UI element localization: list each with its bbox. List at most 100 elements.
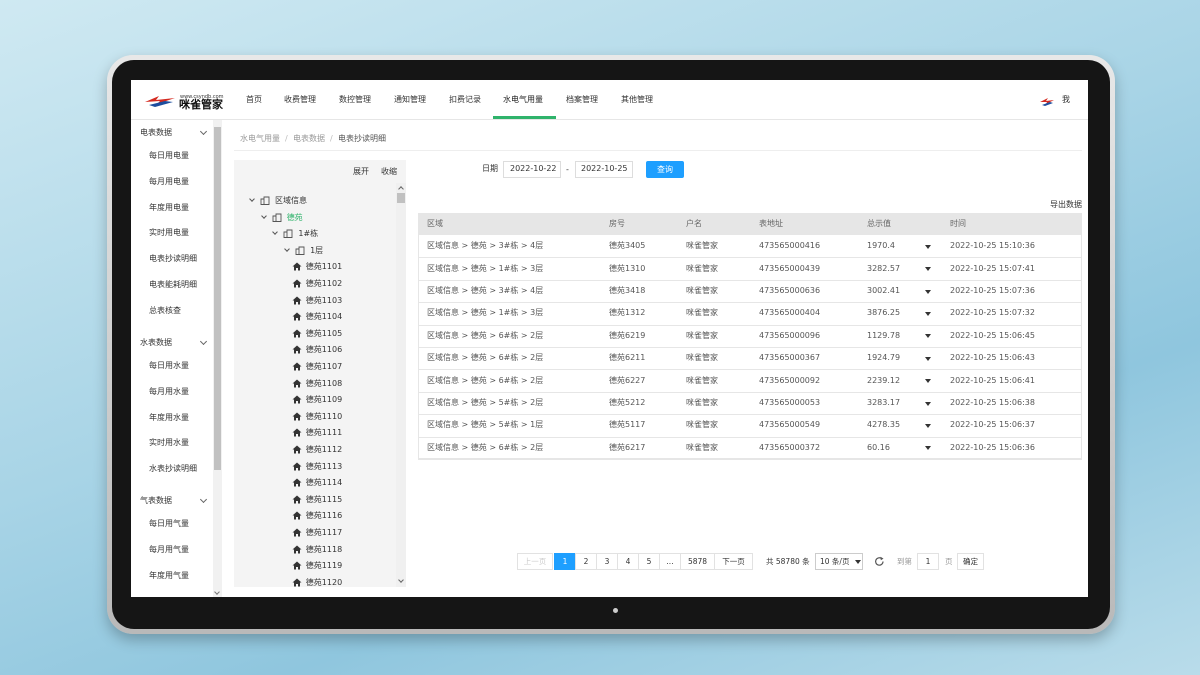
value-dropdown-arrow[interactable] bbox=[925, 356, 931, 361]
tree-toggle[interactable] bbox=[260, 212, 267, 219]
sidebar-item[interactable]: 实时用电量 bbox=[149, 228, 189, 238]
pagination-page[interactable]: 5 bbox=[638, 553, 660, 570]
refresh-icon[interactable] bbox=[874, 556, 885, 567]
table-cell: 473565000439 bbox=[759, 263, 821, 273]
sidebar-item[interactable]: 实时用水量 bbox=[149, 438, 189, 448]
house-icon bbox=[292, 511, 302, 520]
date-end: 2022-10-25 bbox=[581, 164, 628, 173]
date-end-input[interactable] bbox=[575, 161, 633, 178]
house-icon bbox=[292, 561, 302, 570]
page-size-select[interactable]: 10 条/页 bbox=[815, 553, 863, 570]
value-dropdown-arrow[interactable] bbox=[925, 334, 931, 339]
nav-item[interactable]: 水电气用量 bbox=[503, 95, 543, 104]
sidebar-item[interactable]: 总表核查 bbox=[149, 305, 181, 315]
pagination-next[interactable]: 下一页 bbox=[714, 553, 753, 570]
tree-node-label[interactable]: 德苑1105 bbox=[305, 328, 343, 338]
tree-node-label[interactable]: 德苑1113 bbox=[305, 461, 343, 471]
pagination-page[interactable]: 5878 bbox=[680, 553, 715, 570]
sidebar-item[interactable]: 每月用电量 bbox=[149, 176, 189, 186]
sidebar-item[interactable]: 年度用气量 bbox=[149, 570, 189, 580]
sidebar-item[interactable]: 每日用电量 bbox=[149, 151, 189, 160]
nav-item[interactable]: 通知管理 bbox=[394, 95, 426, 104]
value-dropdown-arrow[interactable] bbox=[925, 244, 931, 249]
tree-node-label[interactable]: 德苑1104 bbox=[305, 312, 343, 322]
tree-node-label[interactable]: 德苑1118 bbox=[305, 544, 343, 554]
value-dropdown-arrow[interactable] bbox=[925, 423, 931, 428]
table-cell: 德苑6219 bbox=[609, 330, 646, 340]
sidebar-item[interactable]: 年度用电量 bbox=[149, 202, 189, 212]
nav-item[interactable]: 数控管理 bbox=[339, 95, 371, 104]
date-start-input[interactable] bbox=[503, 161, 561, 178]
tree-node-label[interactable]: 德苑1116 bbox=[305, 511, 343, 521]
pagination-page[interactable]: 3 bbox=[596, 553, 618, 570]
house-icon bbox=[292, 279, 302, 288]
value-dropdown-arrow[interactable] bbox=[925, 289, 931, 294]
nav-item[interactable]: 收费管理 bbox=[284, 95, 316, 104]
goto-confirm[interactable]: 确定 bbox=[957, 553, 984, 570]
tree-action[interactable]: 收缩 bbox=[381, 167, 397, 176]
pagination-page[interactable]: 2 bbox=[575, 553, 597, 570]
tree-room-icon bbox=[292, 345, 302, 354]
tree-node-label[interactable]: 德苑1117 bbox=[305, 528, 343, 537]
table-cell: 德苑3405 bbox=[609, 241, 646, 251]
user-icon bbox=[1040, 98, 1054, 106]
nav-item[interactable]: 扣费记录 bbox=[449, 95, 481, 104]
sidebar-item[interactable]: 电表能耗明细 bbox=[149, 280, 197, 289]
user-name[interactable]: 我 bbox=[1062, 95, 1070, 104]
tree-node-label[interactable]: 德苑1114 bbox=[305, 478, 343, 488]
tree-node-label[interactable]: 德苑1115 bbox=[305, 494, 343, 504]
table-cell: 德苑5212 bbox=[609, 398, 646, 407]
tree-node-label[interactable]: 德苑1111 bbox=[305, 428, 343, 438]
sidebar-item[interactable]: 电表抄读明细 bbox=[149, 254, 197, 264]
sidebar-group-title[interactable]: 电表数据 bbox=[140, 128, 172, 137]
nav-item[interactable]: 档案管理 bbox=[566, 95, 598, 104]
tree-node-label[interactable]: 1层 bbox=[310, 245, 324, 255]
tree-toggle[interactable] bbox=[272, 229, 279, 236]
breadcrumb-item: 电表抄读明细 bbox=[338, 134, 386, 143]
breadcrumb-item[interactable]: 水电气用量 bbox=[240, 134, 280, 143]
sidebar-item[interactable]: 每月用水量 bbox=[149, 386, 189, 396]
tree-node-label[interactable]: 德苑1103 bbox=[305, 295, 343, 305]
value-dropdown-arrow[interactable] bbox=[925, 311, 931, 316]
table-row-line bbox=[418, 279, 1082, 281]
value-dropdown-arrow[interactable] bbox=[925, 267, 931, 272]
sidebar-group-title[interactable]: 水表数据 bbox=[140, 338, 172, 347]
export-button[interactable]: 导出数据 bbox=[1050, 200, 1082, 209]
pagination-page[interactable]: 4 bbox=[617, 553, 639, 570]
value-dropdown-arrow[interactable] bbox=[925, 446, 931, 451]
query-button[interactable]: 查询 bbox=[646, 161, 684, 178]
value-dropdown-arrow[interactable] bbox=[925, 401, 931, 406]
sidebar-group-title[interactable]: 气表数据 bbox=[140, 496, 172, 505]
goto-input[interactable]: 1 bbox=[917, 553, 939, 570]
breadcrumb-item[interactable]: 电表数据 bbox=[293, 134, 325, 143]
tree-node-label[interactable]: 德苑1101 bbox=[305, 262, 343, 272]
tree-toggle[interactable] bbox=[284, 245, 290, 252]
nav-item[interactable]: 其他管理 bbox=[621, 95, 653, 104]
table-cell: 2022-10-25 15:06:38 bbox=[950, 398, 1035, 407]
tree-node-label[interactable]: 区域信息 bbox=[275, 196, 307, 205]
table-cell: 德苑5117 bbox=[609, 420, 646, 430]
sidebar-item[interactable]: 每日用气量 bbox=[149, 519, 189, 528]
tree-node-label[interactable]: 1#栋 bbox=[298, 229, 319, 239]
tree-node-label[interactable]: 德苑1107 bbox=[305, 362, 343, 371]
sidebar-item[interactable]: 水表抄读明细 bbox=[149, 464, 197, 474]
tree-node-label[interactable]: 德苑1102 bbox=[305, 279, 343, 288]
tree-node-label[interactable]: 德苑 bbox=[286, 212, 303, 222]
tree-node-label[interactable]: 德苑1120 bbox=[305, 577, 343, 587]
tree-node-label[interactable]: 德苑1110 bbox=[305, 411, 343, 421]
nav-item[interactable]: 首页 bbox=[246, 95, 262, 104]
tree-node-label[interactable]: 德苑1108 bbox=[305, 378, 343, 388]
sidebar-item[interactable]: 每月用气量 bbox=[149, 544, 189, 554]
tree-action[interactable]: 展开 bbox=[353, 167, 369, 176]
sidebar-item[interactable]: 年度用水量 bbox=[149, 412, 189, 422]
value-dropdown-arrow[interactable] bbox=[925, 379, 931, 384]
sidebar-item[interactable]: 每日用水量 bbox=[149, 361, 189, 370]
pagination-page[interactable]: 1 bbox=[554, 553, 576, 570]
tree-node-label[interactable]: 德苑1106 bbox=[305, 345, 343, 355]
tree-toggle[interactable] bbox=[249, 196, 255, 202]
table-cell: 区域信息 > 德苑 > 6#栋 > 2层 bbox=[427, 375, 544, 385]
tree-node-label[interactable]: 德苑1109 bbox=[305, 395, 343, 405]
table-header bbox=[418, 213, 1082, 235]
tree-node-label[interactable]: 德苑1119 bbox=[305, 561, 343, 571]
tree-node-label[interactable]: 德苑1112 bbox=[305, 445, 343, 454]
